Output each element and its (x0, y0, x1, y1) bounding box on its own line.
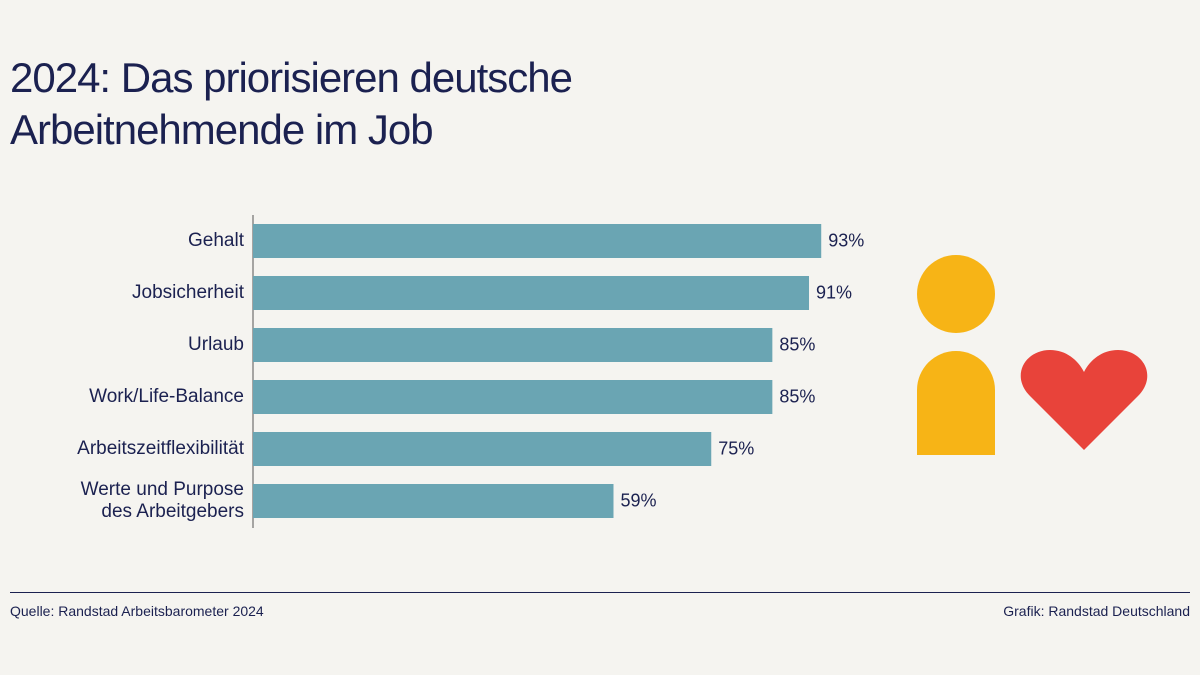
value-label: 59% (620, 490, 657, 511)
source: Quelle: Randstad Arbeitsbarometer 2024 (10, 603, 264, 619)
value-label: 93% (828, 230, 865, 251)
category-label: Jobsicherheit (132, 282, 244, 303)
bar (253, 328, 773, 362)
category-label: Arbeitszeitflexibilität (77, 438, 244, 459)
value-label: 91% (816, 282, 853, 303)
category-label: Urlaub (188, 334, 244, 355)
value-label: 85% (779, 386, 816, 407)
category-label: Werte und Purpose des Arbeitgebers (80, 479, 244, 522)
bar (253, 276, 810, 310)
person-head (917, 255, 995, 333)
value-label: 85% (779, 334, 816, 355)
category-label: Gehalt (188, 230, 244, 251)
heart (1020, 350, 1148, 450)
footer-rule (10, 592, 1190, 593)
value-label: 75% (718, 438, 755, 459)
illustration (917, 255, 1148, 455)
bar (253, 380, 773, 414)
bar (253, 432, 712, 466)
bar (253, 224, 822, 258)
bar (253, 484, 614, 518)
chart-title: 2024: Das priorisieren deutsche Arbeitne… (10, 54, 573, 153)
category-label: Work/Life-Balance (89, 386, 244, 407)
credit: Grafik: Randstad Deutschland (1003, 603, 1190, 619)
person-body (917, 351, 995, 455)
